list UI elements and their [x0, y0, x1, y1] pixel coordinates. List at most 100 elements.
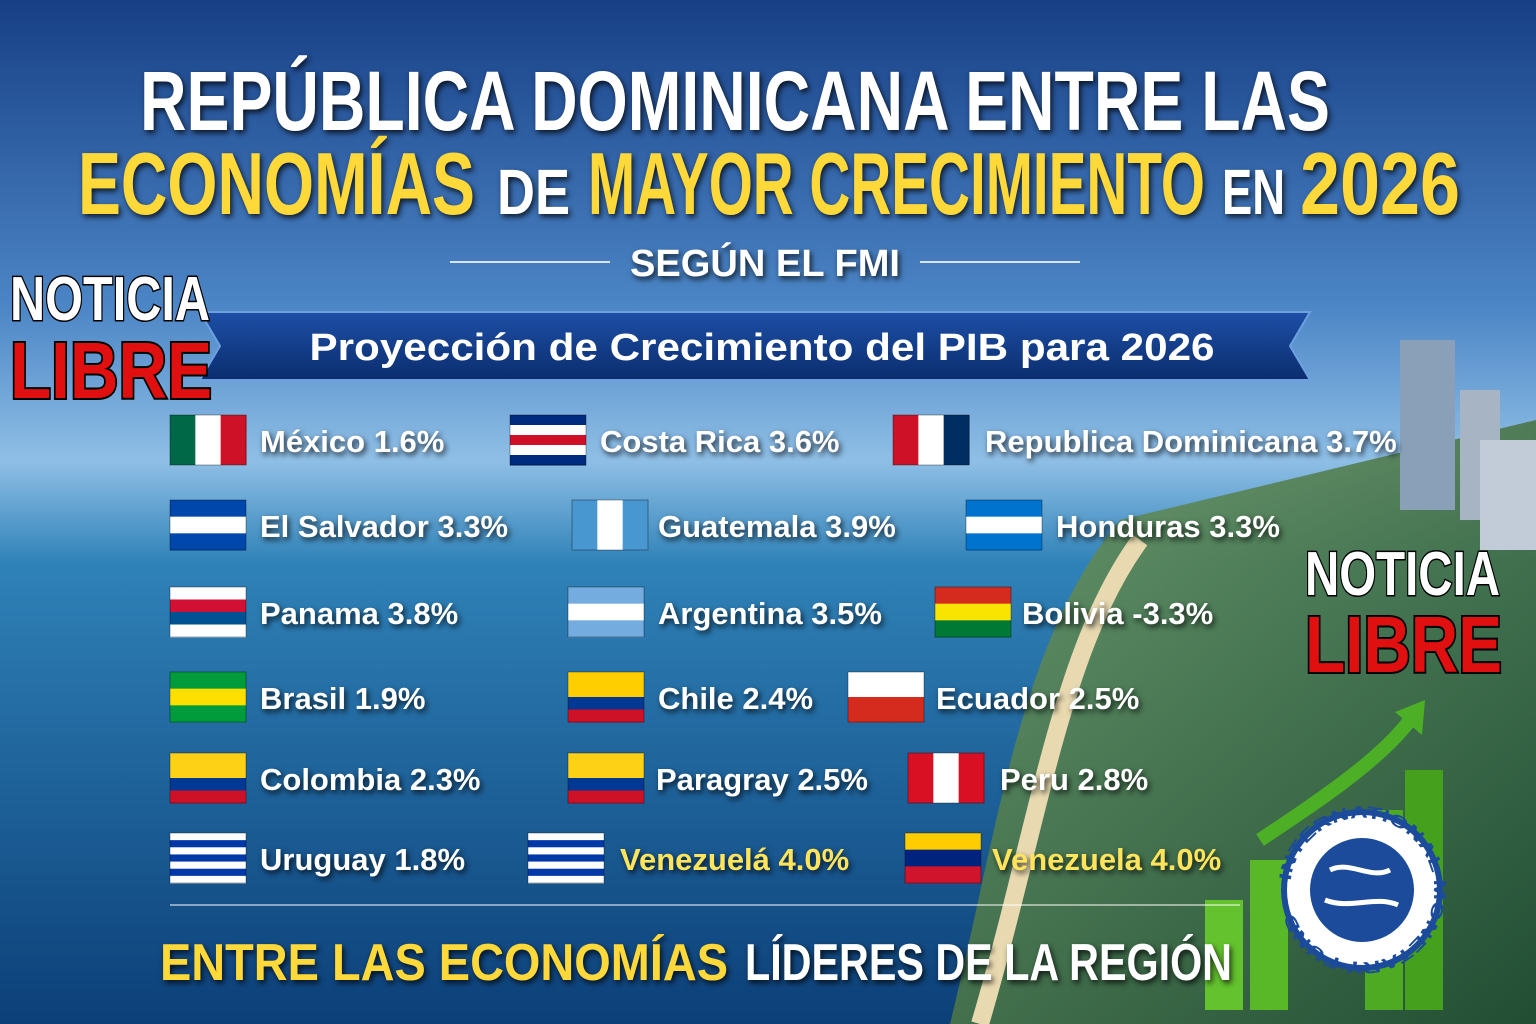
flag-border: [571, 499, 649, 551]
title-segment: 2026: [1300, 134, 1460, 233]
flag-stripe: [568, 753, 644, 766]
flag-stripe: [568, 620, 644, 638]
country: Venezuelá 4.0%: [527, 832, 849, 884]
country: Republica Dominicana 3.7%: [892, 414, 1397, 466]
country: Guatemala 3.9%: [571, 499, 896, 551]
building: [1400, 340, 1455, 510]
title-segment: ECONOMÍAS: [78, 134, 475, 233]
country-label: Uruguay 1.8%: [260, 842, 465, 877]
country: Ecuador 2.5%: [847, 671, 1139, 723]
country-label: Brasil 1.9%: [260, 681, 425, 716]
flag-stripe: [195, 415, 222, 465]
logo-bottom: LIBRE: [1305, 600, 1502, 689]
flag-border: [169, 414, 247, 466]
country-label: Venezuelá 4.0%: [620, 842, 849, 877]
flag-stripe: [568, 790, 644, 804]
flag-stripe: [170, 861, 246, 870]
flag-stripe: [170, 624, 246, 638]
flag-stripe: [933, 753, 960, 803]
logo-bottom: LIBRE: [10, 326, 212, 415]
flag-stripe: [943, 415, 970, 465]
flag-stripe: [170, 868, 246, 877]
logo-top: NOTICIA: [10, 265, 210, 334]
country: Honduras 3.3%: [965, 499, 1280, 551]
flag-stripe: [220, 415, 247, 465]
flag-stripe: [568, 765, 644, 779]
flag-stripe: [170, 612, 246, 625]
country: Panama 3.8%: [169, 586, 458, 638]
flag-border: [567, 671, 645, 723]
arrow-head: [1395, 700, 1425, 735]
flag-stripe: [170, 833, 246, 841]
footer-segment: LÍDERES DE LA REGIÓN: [745, 934, 1232, 992]
flag-stripe: [170, 840, 246, 848]
logo: NOTICIA LIBRE: [8, 264, 214, 418]
flag-stripe: [568, 697, 644, 710]
flag-stripe: [848, 672, 924, 698]
flag-stripe: [918, 415, 945, 465]
country: México 1.6%: [169, 414, 444, 466]
flag-stripe: [905, 833, 981, 851]
country-label: El Salvador 3.3%: [260, 509, 508, 544]
country-label: Peru 2.8%: [1000, 762, 1148, 797]
flag-stripe: [568, 672, 644, 685]
flag-stripe: [966, 533, 1042, 551]
footer-segment: ENTRE LAS ECONOMÍAS: [160, 934, 728, 992]
flag-stripe: [170, 688, 246, 706]
country-label: Panama 3.8%: [260, 596, 458, 631]
country: Paragray 2.5%: [567, 752, 868, 804]
country-label: Honduras 3.3%: [1056, 509, 1280, 544]
flag-border: [934, 586, 1012, 638]
flag-stripe: [935, 603, 1011, 621]
flag-stripe: [170, 500, 246, 518]
country: Peru 2.8%: [907, 752, 1148, 804]
country-label: Venezuela 4.0%: [992, 842, 1221, 877]
flag-stripe: [528, 854, 604, 863]
imf-globe: [1310, 838, 1414, 942]
flag-stripe: [568, 587, 644, 605]
flag-border: [169, 586, 247, 638]
flag-border: [847, 671, 925, 723]
flag-stripe: [510, 435, 586, 446]
title-line: ECONOMÍAS DE MAYOR CRECIMIENTO EN 2026: [78, 134, 1460, 233]
country: Bolivia -3.3%: [934, 586, 1213, 638]
country: Argentina 3.5%: [567, 586, 882, 638]
flag-stripe: [170, 765, 246, 779]
flag-stripe: [597, 500, 624, 550]
flag-stripe: [966, 516, 1042, 534]
title-line: REPÚBLICA DOMINICANA ENTRE LAS: [140, 54, 1330, 148]
flag-stripe: [568, 684, 644, 698]
flag-border: [169, 499, 247, 551]
arrow: [1256, 715, 1416, 846]
flag-border: [965, 499, 1043, 551]
country: Venezuela 4.0%: [904, 832, 1221, 884]
flag-stripe: [170, 533, 246, 551]
flag-stripe: [568, 603, 644, 621]
flag-stripe: [528, 861, 604, 870]
beach: [971, 534, 1148, 1024]
country: Costa Rica 3.6%: [509, 414, 840, 466]
country: Brasil 1.9%: [169, 671, 425, 723]
subtitle: SEGÚN EL FMI: [630, 241, 900, 285]
flag-stripe: [170, 753, 246, 766]
flag-stripe: [170, 599, 246, 613]
flag-stripe: [935, 587, 1011, 605]
country-label: México 1.6%: [260, 424, 444, 459]
flag-stripe: [510, 455, 586, 466]
banner-text: Proyección de Crecimiento del PIB para 2…: [310, 327, 1215, 369]
country: Colombia 2.3%: [169, 752, 481, 804]
flag-stripe: [170, 705, 246, 723]
flag-border: [567, 586, 645, 638]
flag-border: [169, 752, 247, 804]
logo: NOTICIA LIBRE: [1303, 539, 1504, 692]
flag-border: [904, 832, 982, 884]
imf-logo: INTERNATIONAL MONETARY FUND: [1276, 803, 1449, 978]
flag-border: [907, 752, 985, 804]
country-label: Ecuador 2.5%: [936, 681, 1139, 716]
flag-stripe: [528, 868, 604, 877]
imf-continents: [1324, 864, 1399, 908]
flag-stripe: [528, 875, 604, 884]
logo-top: NOTICIA: [1305, 540, 1500, 609]
country-list: México 1.6% Costa Rica 3.6% Republica Domi…: [169, 414, 1397, 884]
title-segment: EN: [1222, 156, 1285, 228]
